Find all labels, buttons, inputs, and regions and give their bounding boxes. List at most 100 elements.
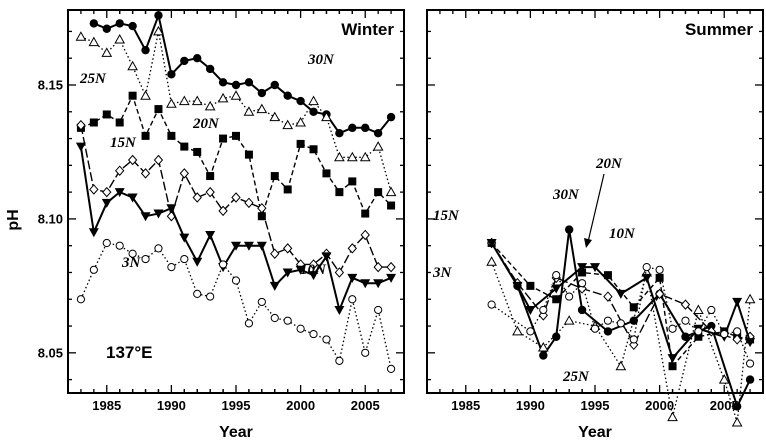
- x-axis-label: Year: [219, 424, 253, 441]
- data-point: [282, 268, 293, 278]
- data-point: [154, 11, 163, 20]
- data-point: [180, 142, 189, 151]
- data-point: [102, 238, 111, 248]
- y-tick-label: 8.05: [38, 345, 63, 360]
- data-point: [361, 123, 370, 133]
- data-point: [154, 244, 163, 253]
- series-10N: [75, 142, 397, 315]
- data-point: [603, 327, 613, 336]
- data-point: [128, 249, 137, 258]
- data-point: [269, 281, 280, 291]
- data-point: [347, 273, 358, 283]
- data-point: [217, 92, 229, 103]
- data-point: [668, 362, 677, 371]
- data-point: [487, 300, 496, 309]
- data-point: [257, 202, 267, 214]
- data-point: [577, 279, 587, 288]
- data-point: [386, 273, 397, 283]
- data-point: [127, 193, 138, 203]
- data-point: [347, 243, 357, 254]
- x-tick-label: 1995: [222, 398, 251, 413]
- data-point: [526, 281, 535, 290]
- series-15N: [76, 119, 396, 278]
- data-point: [346, 151, 358, 162]
- data-point: [385, 186, 397, 197]
- data-point: [206, 292, 215, 301]
- series-3N: [487, 263, 755, 368]
- x-tick-label: 1990: [516, 398, 545, 413]
- data-point: [243, 106, 255, 116]
- data-point: [270, 248, 280, 259]
- data-point: [89, 265, 98, 274]
- data-point: [219, 134, 228, 143]
- data-point: [603, 271, 612, 280]
- data-point: [270, 313, 279, 323]
- data-point: [552, 271, 561, 280]
- data-point: [141, 254, 150, 264]
- data-point: [745, 375, 755, 384]
- data-point: [232, 131, 240, 140]
- winter-panel: 1985 1990 1995 2000 2005 8.05 8.10 8.15 Year Wint…: [38, 9, 405, 441]
- data-point: [707, 305, 716, 315]
- panel-title: Winter: [341, 20, 394, 39]
- plot-frame: [67, 9, 405, 394]
- data-point: [512, 281, 523, 291]
- data-point: [360, 229, 370, 241]
- data-point: [180, 56, 189, 66]
- series-label: 20N: [192, 116, 220, 132]
- data-point: [603, 291, 613, 302]
- data-point: [668, 324, 677, 333]
- y-axis-label: pH: [5, 209, 22, 230]
- data-point: [114, 188, 125, 198]
- data-point: [127, 154, 138, 166]
- data-point: [667, 354, 678, 364]
- series-3N: [76, 238, 396, 373]
- data-point: [296, 139, 305, 148]
- data-point: [140, 168, 151, 179]
- data-point: [218, 78, 228, 87]
- series-10N: [486, 239, 756, 364]
- series-label: 30N: [307, 52, 335, 68]
- series-label: 25N: [562, 369, 590, 385]
- data-point: [655, 273, 664, 282]
- data-point: [590, 263, 600, 273]
- data-point: [76, 119, 86, 131]
- data-point: [348, 295, 357, 304]
- data-point: [256, 103, 268, 114]
- plot-frame: [426, 9, 764, 394]
- data-point: [218, 205, 228, 217]
- data-point: [563, 315, 575, 325]
- data-point: [629, 303, 638, 312]
- data-point: [193, 147, 202, 156]
- series-label: 3N: [121, 255, 142, 271]
- data-point: [360, 279, 371, 289]
- data-point: [361, 348, 370, 357]
- data-point: [141, 45, 150, 55]
- data-point: [309, 145, 318, 154]
- series-line: [491, 242, 751, 368]
- data-point: [681, 332, 690, 341]
- data-point: [128, 21, 137, 31]
- data-point: [615, 289, 626, 299]
- series-line: [490, 261, 751, 423]
- data-point: [565, 292, 574, 301]
- data-point: [283, 316, 292, 325]
- data-point: [166, 204, 177, 214]
- longitude-annotation: 137°E: [106, 343, 153, 362]
- data-point: [127, 60, 138, 71]
- data-point: [373, 279, 384, 289]
- data-point: [373, 129, 383, 138]
- x-tick-label: 2000: [645, 398, 674, 413]
- data-point: [373, 261, 383, 273]
- data-point: [309, 107, 318, 116]
- data-point: [308, 95, 319, 106]
- x-tick-label: 1995: [581, 398, 610, 413]
- data-point: [642, 263, 651, 272]
- series-line: [80, 31, 392, 193]
- data-point: [539, 351, 548, 360]
- data-point: [89, 184, 99, 195]
- data-point: [334, 267, 345, 278]
- data-point: [321, 111, 332, 122]
- data-point: [309, 329, 318, 339]
- label-pointer-line: [587, 173, 605, 243]
